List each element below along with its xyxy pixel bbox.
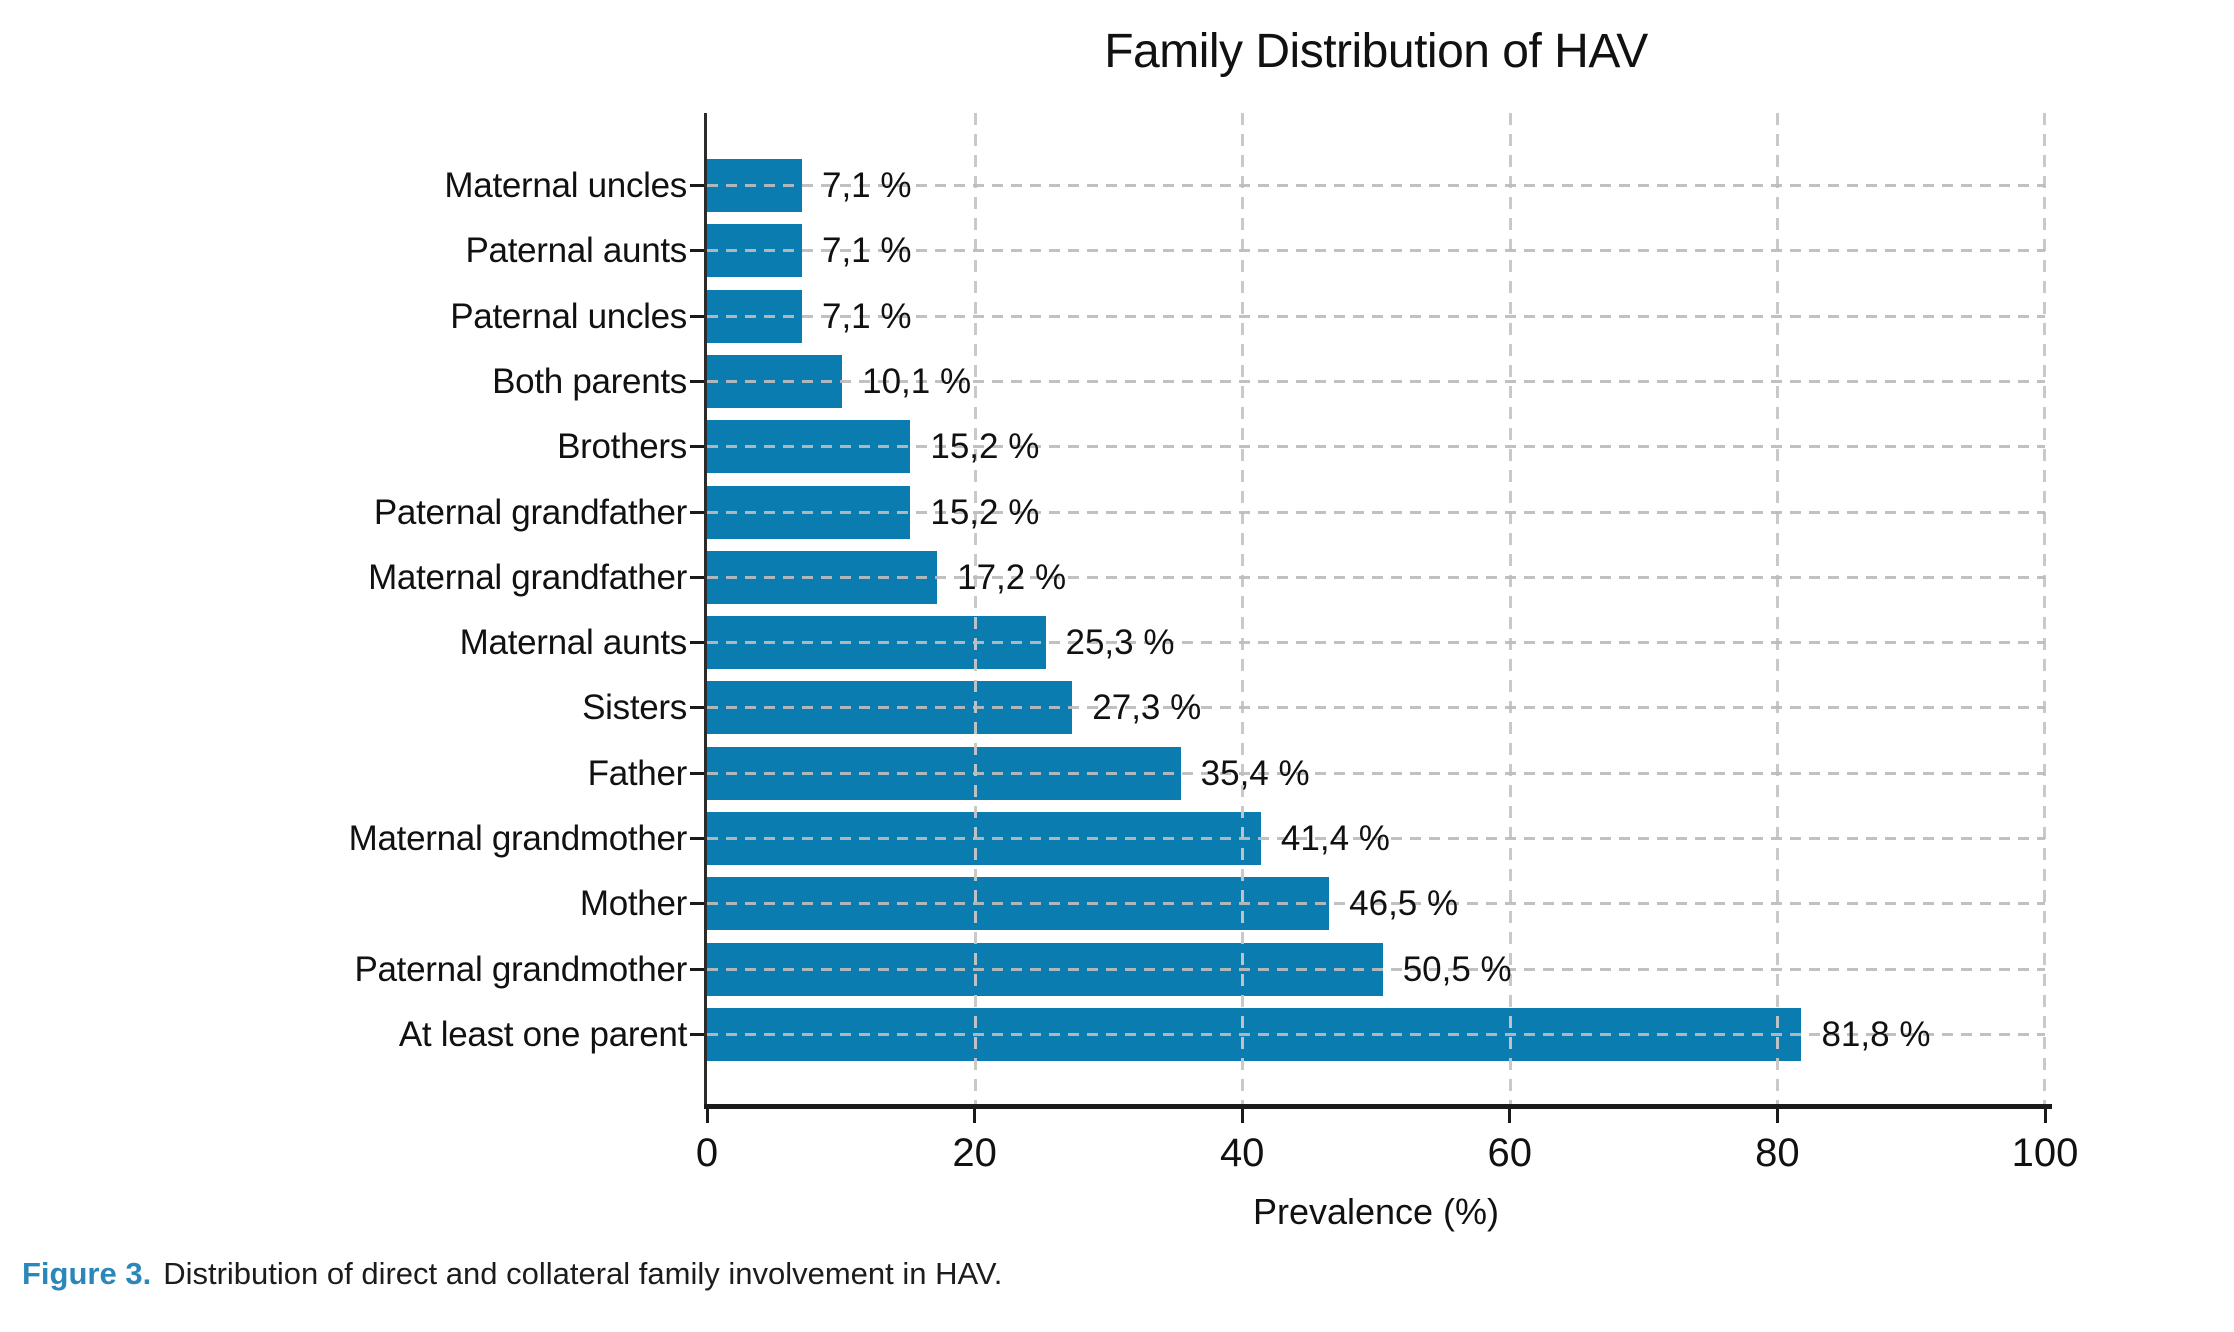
value-label: 7,1 % — [821, 296, 912, 336]
h-gridline — [707, 967, 2045, 971]
category-label: Maternal grandfather — [368, 557, 687, 597]
x-tick-label: 40 — [1219, 1131, 1265, 1175]
bar-row: Maternal aunts 25,3 % — [460, 616, 2045, 670]
h-gridline — [707, 510, 2045, 514]
category-label: Both parents — [492, 361, 687, 401]
value-label: 15,2 % — [930, 427, 1040, 467]
value-label: 7,1 % — [821, 166, 912, 205]
bar-row: Sisters 27,3 % — [582, 681, 2045, 735]
y-tick — [690, 706, 707, 710]
bar-row: Maternal uncles 7,1 % — [444, 159, 2045, 212]
value-label: 7,1 % — [821, 231, 912, 271]
x-tick-label: 0 — [695, 1131, 719, 1175]
bar-row: Paternal grandmother 50,5 % — [354, 942, 2045, 996]
caption-text: Distribution of direct and collateral fa… — [163, 1256, 1003, 1291]
bar-row: Both parents 10,1 % — [492, 354, 2045, 408]
bar-row: Paternal uncles 7,1 % — [450, 289, 2045, 343]
value-label: 25,3 % — [1065, 623, 1175, 663]
category-label: Maternal uncles — [444, 166, 687, 205]
h-gridline — [707, 314, 2045, 318]
y-tick — [690, 837, 707, 840]
figure-caption: Figure 3. Distribution of direct and coll… — [22, 1256, 1002, 1292]
x-tick — [1775, 1109, 1779, 1123]
plot-area: Maternal uncles 7,1 % Paternal aunts 7,1 % P… — [349, 113, 2078, 1232]
bar-row: Brothers 15,2 % — [557, 420, 2045, 474]
h-gridline — [707, 837, 2045, 840]
category-label: Maternal grandmother — [348, 819, 688, 858]
y-axis-line — [704, 113, 707, 1106]
x-tick-label: 20 — [952, 1131, 997, 1175]
y-tick — [690, 967, 707, 971]
y-tick — [690, 379, 707, 383]
value-label: 17,2 % — [957, 557, 1067, 597]
x-tick-label: 60 — [1487, 1131, 1533, 1175]
y-tick — [690, 249, 707, 253]
category-label: Paternal grandmother — [354, 949, 687, 989]
y-tick — [690, 902, 707, 906]
x-tick — [705, 1109, 709, 1123]
h-gridline — [707, 706, 2045, 710]
bar-row: Mother 46,5 % — [580, 877, 2045, 931]
x-tick — [2043, 1109, 2047, 1123]
x-axis-title: Prevalence (%) — [1252, 1191, 1500, 1232]
bar-row: Paternal grandfather 15,2 % — [374, 485, 2045, 539]
category-label: Maternal aunts — [459, 623, 688, 663]
value-label: 46,5 % — [1349, 884, 1459, 924]
h-gridline — [707, 771, 2045, 775]
bar-row: At least one parent 81,8 % — [399, 1007, 2045, 1061]
value-label: 15,2 % — [930, 492, 1040, 532]
y-tick — [690, 575, 707, 579]
h-gridline — [707, 575, 2045, 579]
y-tick — [690, 184, 707, 187]
x-tick-label: 100 — [2011, 1131, 2079, 1175]
v-gridline — [1508, 113, 1512, 1106]
category-label: Father — [587, 753, 688, 793]
x-tick — [1508, 1109, 1512, 1123]
value-label: 50,5 % — [1402, 949, 1512, 989]
h-gridline — [707, 902, 2045, 906]
caption-label: Figure 3. — [22, 1256, 152, 1291]
h-gridline — [707, 379, 2045, 383]
category-label: At least one parent — [398, 1014, 687, 1054]
x-tick — [1240, 1109, 1244, 1123]
category-label: Paternal uncles — [450, 296, 687, 336]
v-gridline — [2043, 113, 2046, 1106]
v-gridline — [1241, 113, 1245, 1106]
h-gridline — [707, 641, 2045, 645]
y-tick — [690, 510, 707, 514]
h-gridline — [707, 1032, 2045, 1036]
x-tick — [973, 1109, 977, 1123]
bar-row: Maternal grandfather 17,2 % — [368, 550, 2045, 604]
bar-row: Maternal grandmother 41,4 % — [349, 812, 2045, 865]
v-gridline — [973, 113, 977, 1106]
value-label: 35,4 % — [1200, 753, 1310, 793]
y-tick — [690, 641, 707, 645]
value-label: 27,3 % — [1092, 688, 1202, 728]
value-label: 41,4 % — [1280, 819, 1390, 858]
value-label: 81,8 % — [1821, 1014, 1931, 1054]
y-tick — [690, 314, 707, 318]
h-gridline — [707, 445, 2045, 449]
y-tick — [690, 1032, 707, 1036]
chart-title: Family Distribution of HAV — [1104, 25, 1648, 78]
v-gridline — [1776, 113, 1780, 1106]
category-label: Paternal grandfather — [373, 492, 687, 532]
bar-row: Paternal aunts 7,1 % — [465, 224, 2045, 278]
h-gridline — [707, 184, 2045, 187]
h-gridline — [707, 249, 2045, 253]
value-label: 10,1 % — [862, 361, 972, 401]
category-label: Mother — [579, 884, 687, 924]
y-tick — [690, 771, 707, 775]
bar-row: Father 35,4 % — [588, 746, 2045, 800]
category-label: Brothers — [557, 427, 687, 467]
category-label: Paternal aunts — [465, 231, 687, 271]
y-tick — [690, 445, 707, 449]
category-label: Sisters — [582, 688, 687, 728]
x-tick-label: 80 — [1755, 1131, 1800, 1175]
x-axis-line — [704, 1104, 2052, 1109]
